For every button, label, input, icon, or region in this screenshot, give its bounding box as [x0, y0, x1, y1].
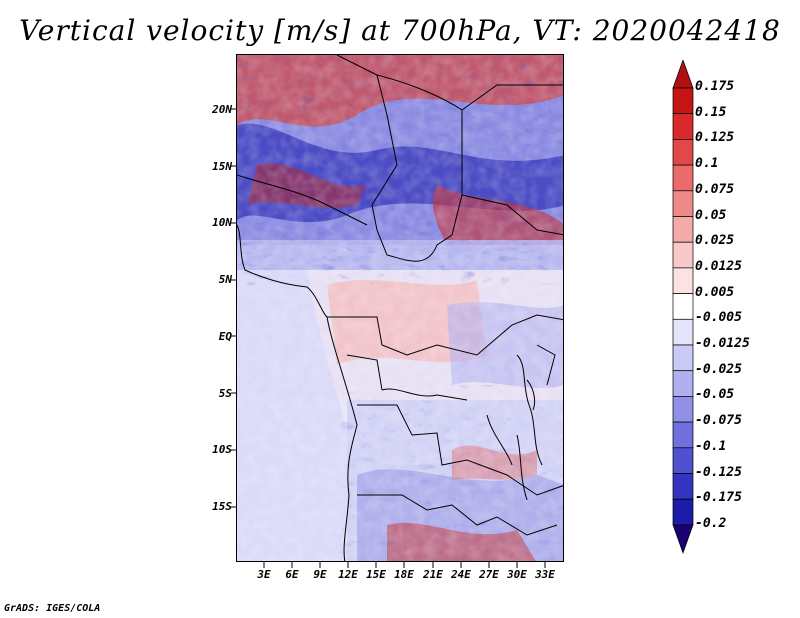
axis-ticks: [231, 108, 546, 568]
colorbar-label: 0.005: [695, 284, 735, 300]
colorbar: [672, 60, 694, 554]
colorbar-bin: [672, 113, 694, 140]
lon-label: 30E: [507, 568, 527, 581]
map-panel: [236, 54, 564, 562]
colorbar-bin: [672, 87, 694, 115]
colorbar-bin: [672, 139, 694, 166]
colorbar-label: 0.15: [695, 104, 727, 120]
lon-label: 18E: [394, 568, 414, 581]
colorbar-label: -0.125: [695, 464, 742, 480]
colorbar-top-arrow: [672, 60, 694, 89]
colorbar-label: 0.1: [695, 156, 719, 172]
colorbar-bottom-arrow: [672, 524, 694, 554]
lon-label: 3E: [257, 568, 271, 581]
country-borders: [237, 55, 563, 561]
colorbar-label: 0.05: [695, 207, 727, 223]
colorbar-bin: [672, 370, 694, 397]
colorbar-label: 0.125: [695, 130, 735, 146]
vertical-velocity-field: [237, 55, 563, 561]
colorbar-bin: [672, 318, 694, 346]
lon-label: 27E: [479, 568, 499, 581]
colorbar-bin: [672, 498, 694, 526]
colorbar-label: 0.0125: [695, 258, 742, 274]
lat-label: EQ: [218, 330, 232, 343]
colorbar-bin: [672, 216, 694, 243]
lon-label: 6E: [285, 568, 299, 581]
colorbar-bin: [672, 164, 694, 192]
colorbar-label: 0.075: [695, 181, 735, 197]
colorbar-label: -0.175: [695, 490, 742, 506]
colorbar-bin: [672, 344, 694, 372]
colorbar-label: 0.175: [695, 79, 735, 94]
lat-label: 15S: [212, 500, 232, 513]
colorbar-bin: [672, 447, 694, 474]
colorbar-label: -0.05: [695, 387, 735, 403]
plot-title: Vertical velocity [m/s] at 700hPa, VT: 2…: [19, 14, 781, 47]
colorbar-bin: [672, 421, 694, 449]
colorbar-bin: [672, 293, 694, 320]
colorbar-bin: [672, 396, 694, 423]
lat-label: 5S: [218, 387, 232, 400]
colorbar-bin: [672, 190, 694, 217]
grads-credit: GrADS: IGES/COLA: [4, 603, 101, 614]
colorbar-bin: [672, 241, 694, 269]
lon-label: 12E: [338, 568, 358, 581]
lon-label: 21E: [423, 568, 443, 581]
colorbar-label: -0.0125: [695, 336, 750, 351]
colorbar-label: -0.1: [695, 438, 727, 454]
lon-label: 15E: [366, 568, 386, 581]
colorbar-label: -0.005: [695, 310, 742, 326]
colorbar-bin: [672, 267, 694, 294]
lat-label: 10S: [212, 443, 232, 456]
colorbar-label: -0.025: [695, 361, 742, 377]
lon-label: 33E: [535, 568, 555, 581]
lat-label: 10N: [212, 216, 232, 229]
lat-label: 5N: [218, 273, 232, 286]
colorbar-label: -0.075: [695, 413, 742, 429]
colorbar-label: -0.2: [695, 515, 727, 531]
lat-label: 15N: [212, 160, 232, 173]
lat-label: 20N: [212, 103, 232, 116]
colorbar-label: 0.025: [695, 233, 735, 249]
lon-label: 24E: [451, 568, 471, 581]
lon-label: 9E: [313, 568, 327, 581]
colorbar-bin: [672, 473, 694, 500]
